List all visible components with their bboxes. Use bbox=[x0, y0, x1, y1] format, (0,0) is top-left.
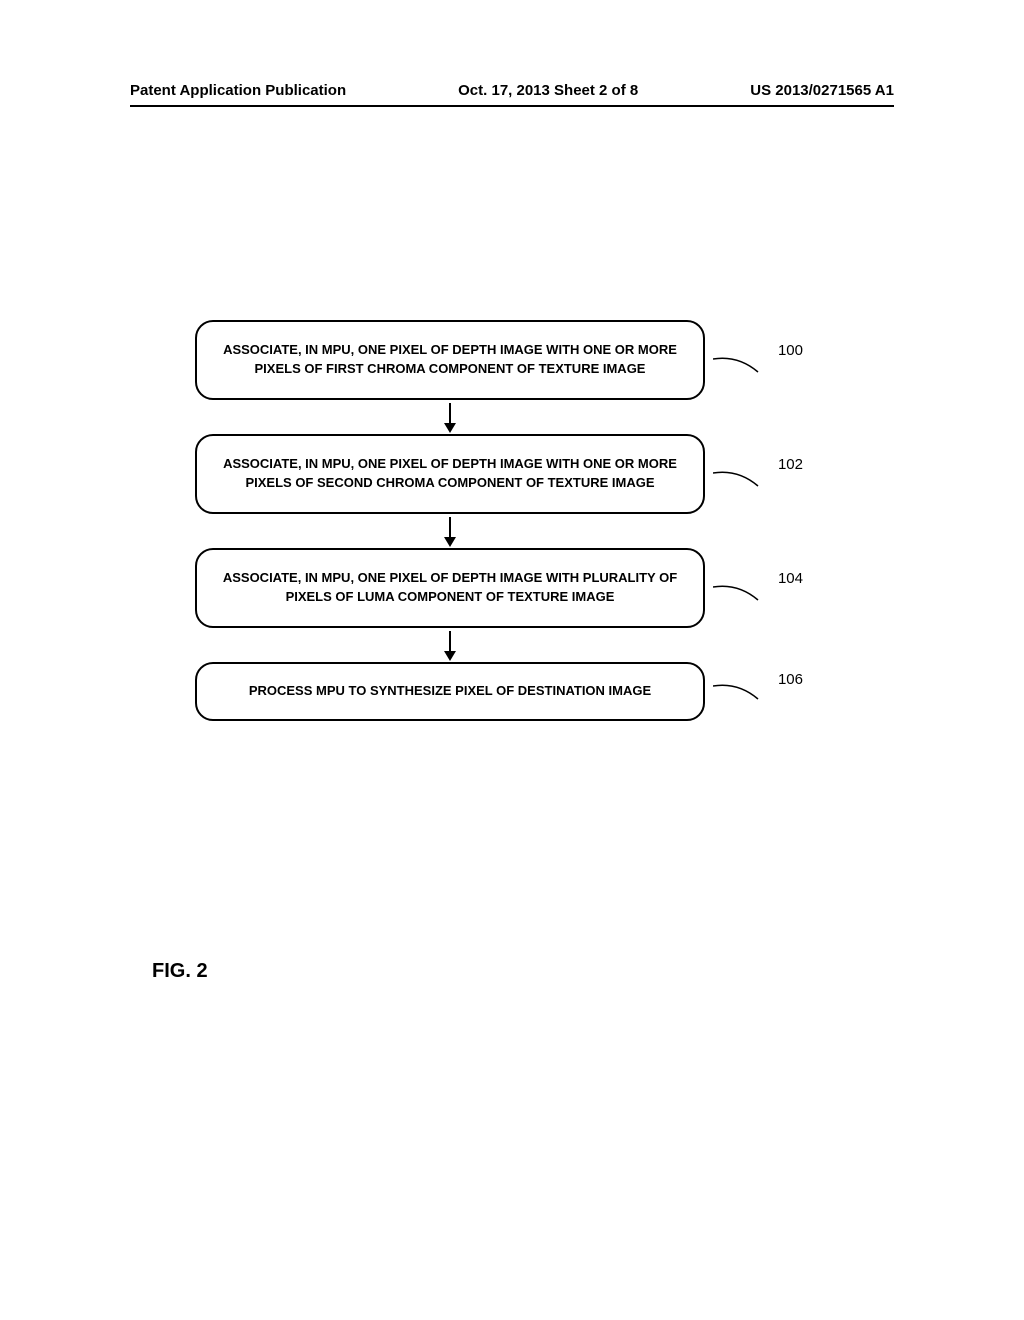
figure-label: FIG. 2 bbox=[152, 960, 208, 983]
ref-connector-icon bbox=[713, 471, 768, 491]
flow-box-text: PROCESS MPU TO SYNTHESIZE PIXEL OF DESTI… bbox=[249, 682, 651, 701]
header-center: Oct. 17, 2013 Sheet 2 of 8 bbox=[458, 82, 638, 99]
flow-box-102: ASSOCIATE, IN MPU, ONE PIXEL OF DEPTH IM… bbox=[195, 434, 705, 514]
ref-number-100: 100 bbox=[778, 340, 803, 362]
arrow-container bbox=[195, 400, 705, 434]
header-divider bbox=[130, 105, 894, 107]
flow-box-text: ASSOCIATE, IN MPU, ONE PIXEL OF DEPTH IM… bbox=[221, 341, 679, 379]
ref-number-102: 102 bbox=[778, 454, 803, 476]
page-header: Patent Application Publication Oct. 17, … bbox=[0, 82, 1024, 99]
arrow-icon bbox=[449, 517, 451, 545]
ref-connector-icon bbox=[713, 684, 768, 704]
arrow-container bbox=[195, 514, 705, 548]
arrow-icon bbox=[449, 403, 451, 431]
header-left: Patent Application Publication bbox=[130, 82, 346, 99]
ref-connector-icon bbox=[713, 357, 768, 377]
ref-connector-icon bbox=[713, 585, 768, 605]
flow-box-text: ASSOCIATE, IN MPU, ONE PIXEL OF DEPTH IM… bbox=[221, 569, 679, 607]
flow-box-100: ASSOCIATE, IN MPU, ONE PIXEL OF DEPTH IM… bbox=[195, 320, 705, 400]
flow-box-text: ASSOCIATE, IN MPU, ONE PIXEL OF DEPTH IM… bbox=[221, 455, 679, 493]
arrow-icon bbox=[449, 631, 451, 659]
flowchart: ASSOCIATE, IN MPU, ONE PIXEL OF DEPTH IM… bbox=[195, 320, 815, 721]
flow-box-104: ASSOCIATE, IN MPU, ONE PIXEL OF DEPTH IM… bbox=[195, 548, 705, 628]
ref-number-106: 106 bbox=[778, 669, 803, 691]
flow-box-106: PROCESS MPU TO SYNTHESIZE PIXEL OF DESTI… bbox=[195, 662, 705, 721]
header-right: US 2013/0271565 A1 bbox=[750, 82, 894, 99]
arrow-container bbox=[195, 628, 705, 662]
ref-number-104: 104 bbox=[778, 568, 803, 590]
